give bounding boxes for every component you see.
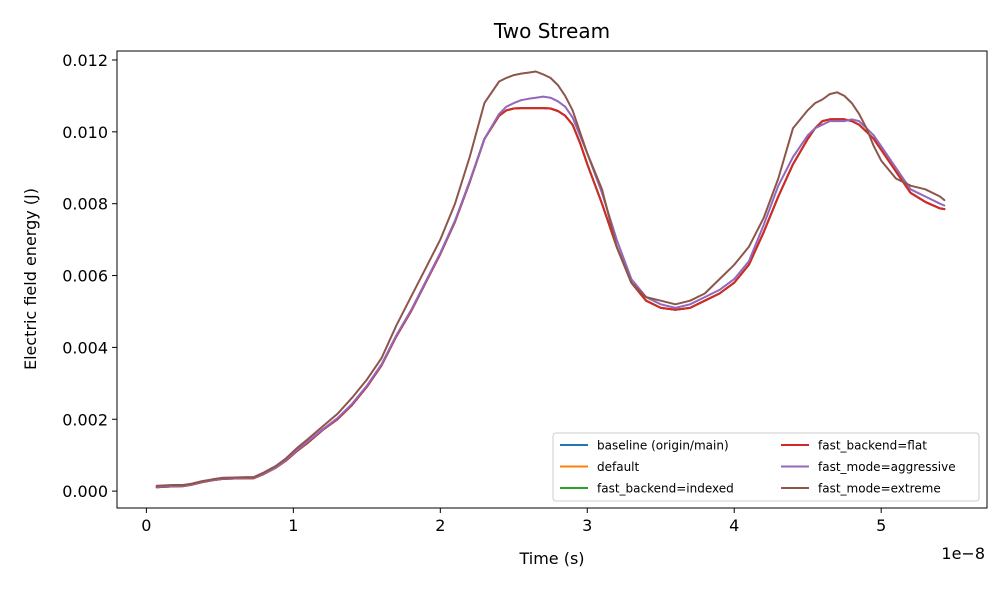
legend-frame (552, 432, 980, 502)
x-tick-label: 4 (729, 516, 739, 535)
legend-label: baseline (origin/main) (597, 439, 729, 453)
y-tick-label: 0.012 (62, 51, 108, 70)
x-axis-label: Time (s) (518, 549, 584, 568)
chart-title: Two Stream (493, 19, 610, 43)
y-axis-label: Electric field energy (J) (21, 188, 40, 370)
x-tick-label: 5 (876, 516, 886, 535)
y-tick-label: 0.008 (62, 195, 108, 214)
x-tick-label: 1 (288, 516, 298, 535)
legend-label: fast_mode=extreme (818, 482, 941, 496)
x-offset-label: 1e−8 (941, 544, 985, 563)
y-tick-label: 0.000 (62, 482, 108, 501)
legend-label: default (597, 460, 640, 474)
x-axis: 0 1 2 3 4 5 (141, 508, 886, 535)
legend: baseline (origin/main) default fast_backen… (552, 432, 980, 502)
legend-label: fast_backend=indexed (597, 482, 734, 496)
y-tick-label: 0.004 (62, 338, 108, 357)
x-tick-label: 2 (435, 516, 445, 535)
x-tick-label: 3 (582, 516, 592, 535)
series-lines (155, 70, 946, 489)
y-tick-label: 0.006 (62, 267, 108, 286)
y-tick-label: 0.002 (62, 410, 108, 429)
x-tick-label: 0 (141, 516, 151, 535)
series-line-5 (155, 70, 946, 487)
y-axis: 0.000 0.002 0.004 0.006 0.008 0.010 0.012 (62, 51, 117, 501)
legend-label: fast_mode=aggressive (818, 460, 956, 474)
series-line-4 (155, 95, 946, 488)
y-tick-label: 0.010 (62, 123, 108, 142)
legend-label: fast_backend=flat (818, 439, 927, 453)
plot-frame (116, 50, 988, 509)
